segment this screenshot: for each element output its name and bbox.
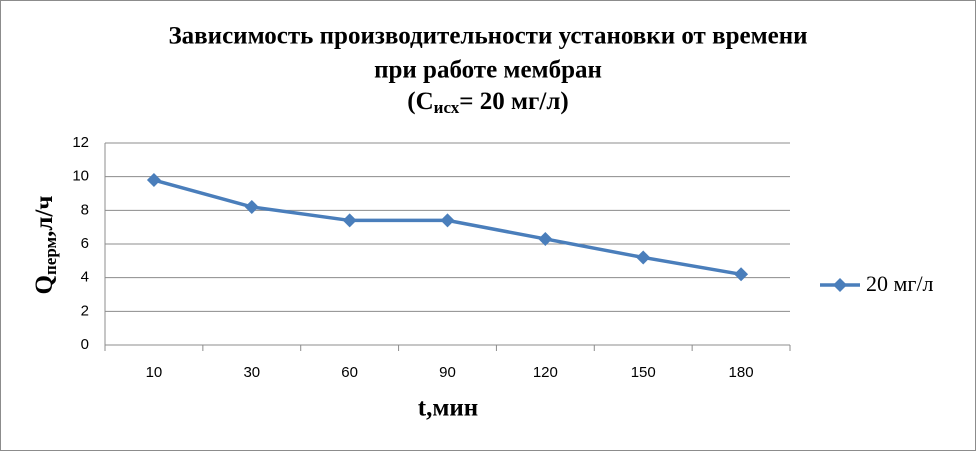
data-point <box>636 250 651 265</box>
x-tick-label: 90 <box>439 364 456 381</box>
y-label-rest: ,л/ч <box>31 196 58 237</box>
title-rest: = 20 мг/л) <box>459 88 568 115</box>
legend-marker <box>833 278 847 292</box>
data-point <box>146 173 161 188</box>
legend-label: 20 мг/л <box>866 271 934 296</box>
y-label-sub: перм <box>41 236 60 275</box>
x-axis-label: t,мин <box>418 395 478 422</box>
y-tick-label: 4 <box>81 269 89 286</box>
y-tick-label: 6 <box>81 235 89 252</box>
title-base: (С <box>407 88 433 115</box>
x-tick-label: 10 <box>146 364 163 381</box>
data-point <box>538 231 553 246</box>
x-tick-label: 120 <box>533 364 558 381</box>
x-tick-label: 180 <box>729 364 754 381</box>
y-label-base: Q <box>31 275 58 294</box>
y-tick-label: 2 <box>81 302 89 319</box>
data-point <box>440 213 455 228</box>
chart-title-line: при работе мембран <box>374 57 602 84</box>
y-tick-label: 10 <box>72 168 89 185</box>
data-point <box>734 267 749 282</box>
y-axis-label: Qперм,л/ч <box>31 196 60 295</box>
x-tick-label: 150 <box>631 364 656 381</box>
data-point <box>342 213 357 228</box>
y-tick-label: 12 <box>72 134 89 151</box>
y-tick-label: 8 <box>81 201 89 218</box>
x-tick-label: 30 <box>243 364 260 381</box>
chart-title-line: Зависимость производительности установки… <box>168 23 807 50</box>
data-point <box>244 199 259 214</box>
title-sub: исх <box>434 98 460 117</box>
x-tick-label: 60 <box>341 364 358 381</box>
chart-title-formula: (Сисх= 20 мг/л) <box>407 88 568 117</box>
y-tick-label: 0 <box>81 336 89 353</box>
